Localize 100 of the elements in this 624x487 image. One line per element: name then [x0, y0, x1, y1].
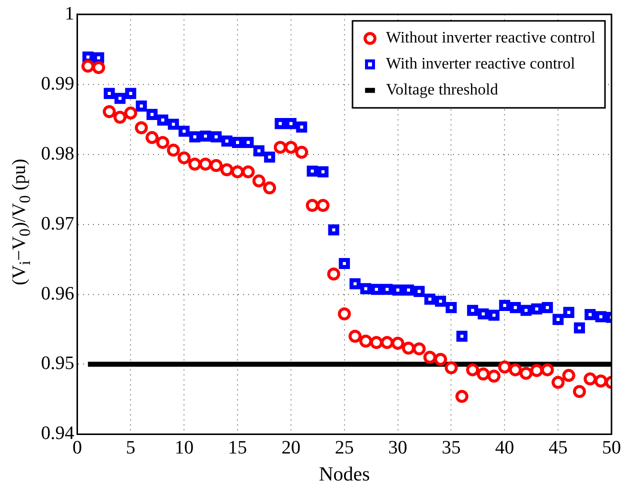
x-tick-label: 45 — [548, 438, 568, 459]
x-tick-label: 25 — [334, 438, 354, 459]
point — [114, 92, 126, 104]
point — [444, 361, 458, 374]
point — [360, 283, 372, 294]
point — [412, 342, 426, 356]
point — [92, 61, 106, 74]
point — [434, 352, 448, 366]
point — [467, 304, 478, 316]
point — [284, 140, 298, 154]
x-tick-label: 5 — [126, 438, 136, 459]
point — [200, 130, 212, 142]
point — [456, 330, 468, 342]
point — [274, 118, 286, 130]
y-tick-label: 0.94 — [41, 423, 75, 444]
point — [540, 363, 554, 376]
point — [327, 267, 340, 280]
point — [348, 330, 362, 343]
x-tick-label: 0 — [72, 438, 82, 459]
point — [552, 376, 565, 389]
point — [530, 364, 544, 378]
point — [510, 302, 521, 314]
x-tick-label: 30 — [388, 438, 408, 459]
point — [595, 311, 606, 322]
point — [188, 158, 202, 171]
y-tick-label: 0.97 — [41, 213, 74, 234]
point — [584, 309, 596, 320]
point — [520, 304, 532, 316]
point — [446, 302, 457, 314]
point — [232, 136, 244, 148]
point — [455, 390, 468, 403]
point — [391, 336, 404, 350]
point — [295, 146, 308, 159]
point — [594, 374, 608, 388]
x-tick-label: 35 — [442, 438, 461, 459]
point — [146, 108, 158, 120]
point — [156, 136, 170, 149]
point — [178, 151, 191, 164]
point — [264, 152, 276, 163]
y-tick-label: 0.99 — [41, 73, 74, 94]
point — [125, 88, 136, 99]
point — [382, 284, 393, 295]
point — [134, 121, 148, 134]
point — [572, 385, 586, 398]
point — [424, 294, 436, 305]
point — [542, 302, 553, 314]
point — [338, 258, 350, 270]
point — [146, 131, 159, 144]
point — [231, 165, 244, 178]
point — [584, 372, 597, 386]
point — [423, 350, 436, 364]
y-tick-label: 1 — [64, 3, 74, 24]
point — [380, 336, 394, 350]
point — [317, 166, 329, 178]
point — [370, 284, 382, 295]
point — [104, 88, 115, 99]
y-tick-label: 0.96 — [41, 283, 74, 304]
point — [210, 159, 223, 172]
point — [221, 136, 232, 147]
point — [263, 181, 276, 194]
y-tick-label: 0.98 — [41, 143, 74, 164]
point — [508, 363, 522, 376]
point — [392, 284, 404, 296]
point — [402, 284, 414, 296]
point — [338, 307, 351, 320]
point — [296, 122, 308, 133]
point — [531, 303, 542, 314]
point — [168, 118, 179, 130]
x-axis-title: Nodes — [318, 463, 370, 486]
point — [466, 363, 480, 376]
point — [157, 114, 168, 126]
x-tick-label: 20 — [281, 438, 300, 459]
point — [499, 300, 510, 311]
point — [306, 198, 319, 212]
point — [81, 60, 94, 73]
point — [166, 144, 180, 157]
point — [574, 322, 585, 334]
legend-label: With inverter reactive control — [386, 56, 576, 73]
legend-label: Voltage threshold — [386, 82, 498, 99]
point — [316, 198, 330, 212]
point — [478, 308, 489, 320]
point — [113, 110, 126, 124]
point — [520, 366, 533, 380]
point — [350, 278, 361, 290]
point — [274, 140, 287, 154]
point — [328, 224, 340, 236]
point — [102, 105, 116, 118]
point — [476, 368, 490, 381]
point — [370, 336, 383, 350]
point — [198, 158, 212, 171]
x-tick-label: 10 — [174, 438, 194, 459]
point — [189, 131, 200, 142]
point — [552, 314, 564, 325]
point — [136, 100, 147, 112]
point — [562, 368, 576, 382]
point — [359, 334, 372, 348]
point — [306, 166, 318, 177]
point — [563, 306, 574, 318]
point — [178, 126, 190, 137]
point — [242, 165, 255, 178]
